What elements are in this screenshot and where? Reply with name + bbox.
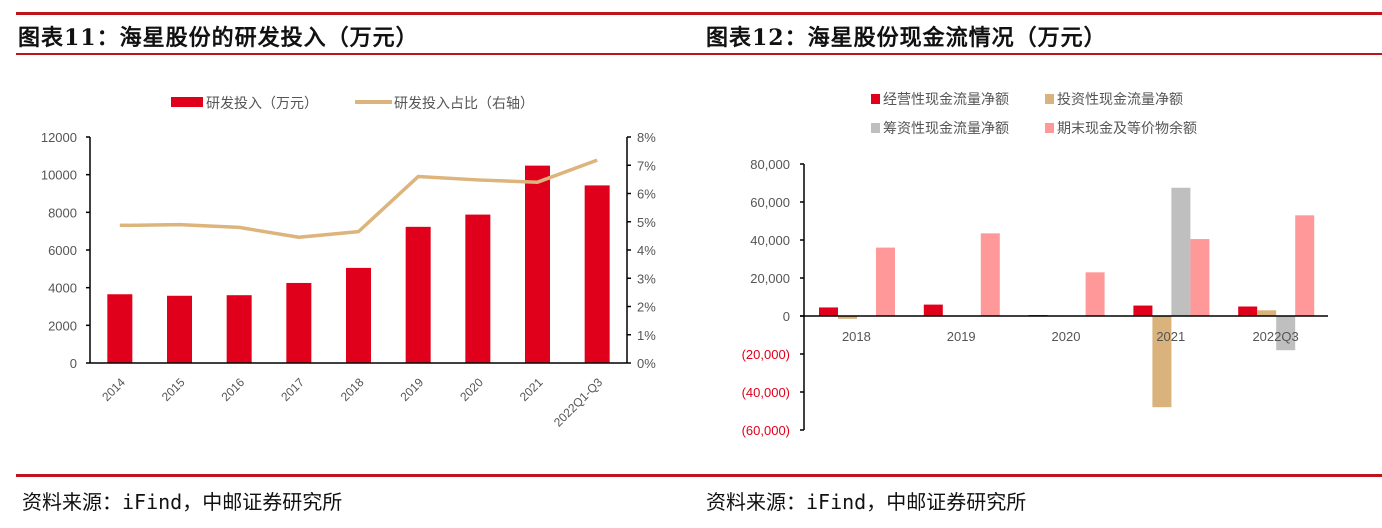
x-axis-tick-label: 2018 bbox=[842, 329, 871, 344]
cashflow-bar bbox=[1085, 272, 1105, 316]
top-rule bbox=[16, 12, 1382, 15]
x-axis-tick-label: 2020 bbox=[1052, 329, 1081, 344]
right-axis-tick-label: 8% bbox=[637, 130, 656, 145]
cashflow-bar bbox=[1238, 306, 1258, 316]
left-axis-tick-label: 8000 bbox=[48, 205, 77, 220]
y-axis-tick-label: (20,000) bbox=[742, 347, 790, 362]
left-chart-title: 图表11：海星股份的研发投入（万元） bbox=[18, 25, 419, 51]
cashflow-bar bbox=[1171, 187, 1191, 316]
x-axis-tick-label: 2021 bbox=[517, 375, 546, 404]
right-axis-tick-label: 6% bbox=[637, 187, 656, 202]
left-axis-tick-label: 2000 bbox=[48, 318, 77, 333]
legend-swatch bbox=[1045, 123, 1054, 133]
rd-bar bbox=[226, 295, 252, 363]
cashflow-bar bbox=[923, 304, 943, 316]
rd-bar bbox=[584, 185, 610, 363]
right-axis-tick-label: 3% bbox=[637, 271, 656, 286]
legend-swatch-bar bbox=[171, 97, 203, 107]
right-axis-tick-label: 2% bbox=[637, 300, 656, 315]
x-axis-tick-label: 2019 bbox=[398, 375, 427, 404]
left-axis-tick-label: 4000 bbox=[48, 281, 77, 296]
rd-bar bbox=[405, 226, 431, 363]
cashflow-bar bbox=[1295, 215, 1315, 316]
left-source: 资料来源：iFind，中邮证券研究所 bbox=[22, 490, 343, 514]
rd-bar bbox=[465, 214, 491, 363]
x-axis-tick-label: 2015 bbox=[159, 375, 188, 404]
x-axis-tick-label: 2021 bbox=[1156, 329, 1185, 344]
y-axis-tick-label: (60,000) bbox=[742, 423, 790, 438]
cashflow-bar bbox=[1152, 316, 1172, 408]
right-axis-tick-label: 1% bbox=[637, 328, 656, 343]
rd-bar bbox=[167, 295, 192, 363]
x-axis-tick-label: 2016 bbox=[219, 375, 248, 404]
right-axis-tick-label: 7% bbox=[637, 158, 656, 173]
cashflow-bar bbox=[1133, 305, 1153, 316]
legend-label: 期末现金及等价物余额 bbox=[1057, 120, 1197, 136]
rd-bar bbox=[286, 282, 312, 363]
x-axis-tick-label: 2019 bbox=[947, 329, 976, 344]
legend-swatch bbox=[871, 123, 880, 133]
legend-label: 投资性现金流量净额 bbox=[1057, 91, 1183, 107]
title-underline bbox=[16, 53, 1382, 55]
x-axis-tick-label: 2018 bbox=[338, 375, 367, 404]
legend-label: 研发投入（万元） bbox=[206, 95, 318, 111]
x-axis-tick-label: 2014 bbox=[99, 375, 128, 404]
cashflow-bar bbox=[819, 307, 838, 316]
rd-bar bbox=[525, 165, 550, 363]
x-axis-tick-label: 2022Q1-Q3 bbox=[551, 375, 605, 429]
cashflow-bar bbox=[876, 247, 895, 316]
y-axis-tick-label: 40,000 bbox=[750, 233, 790, 248]
left-axis-tick-label: 10000 bbox=[41, 168, 77, 183]
cashflow-bar bbox=[1190, 239, 1210, 316]
legend-label: 经营性现金流量净额 bbox=[883, 91, 1009, 107]
y-axis-tick-label: 80,000 bbox=[750, 157, 790, 172]
legend-label: 研发投入占比（右轴） bbox=[394, 95, 534, 111]
right-axis-tick-label: 0% bbox=[637, 356, 656, 371]
y-axis-tick-label: (40,000) bbox=[742, 385, 790, 400]
right-source: 资料来源：iFind，中邮证券研究所 bbox=[706, 490, 1027, 514]
right-axis-tick-label: 4% bbox=[637, 243, 656, 258]
right-chart-title: 图表12：海星股份现金流情况（万元） bbox=[706, 25, 1107, 51]
y-axis-tick-label: 0 bbox=[783, 309, 790, 324]
y-axis-tick-label: 60,000 bbox=[750, 195, 790, 210]
cashflow-bar bbox=[980, 233, 1000, 316]
y-axis-tick-label: 20,000 bbox=[750, 271, 790, 286]
left-axis-tick-label: 0 bbox=[70, 356, 77, 371]
legend-label: 筹资性现金流量净额 bbox=[883, 120, 1009, 136]
rd-bar bbox=[107, 294, 133, 363]
x-axis-tick-label: 2022Q3 bbox=[1252, 329, 1298, 344]
x-axis-tick-label: 2017 bbox=[278, 375, 307, 404]
bottom-rule bbox=[16, 474, 1382, 477]
cashflow-bar bbox=[1257, 310, 1277, 316]
cashflow-bar bbox=[838, 316, 857, 319]
x-axis-tick-label: 2020 bbox=[457, 375, 486, 404]
legend-swatch bbox=[871, 94, 880, 104]
cashflow-bar bbox=[1276, 316, 1296, 351]
rd-bar bbox=[346, 267, 371, 363]
legend-swatch bbox=[1045, 94, 1054, 104]
right-axis-tick-label: 5% bbox=[637, 215, 656, 230]
left-axis-tick-label: 6000 bbox=[48, 243, 77, 258]
left-axis-tick-label: 12000 bbox=[41, 130, 77, 145]
